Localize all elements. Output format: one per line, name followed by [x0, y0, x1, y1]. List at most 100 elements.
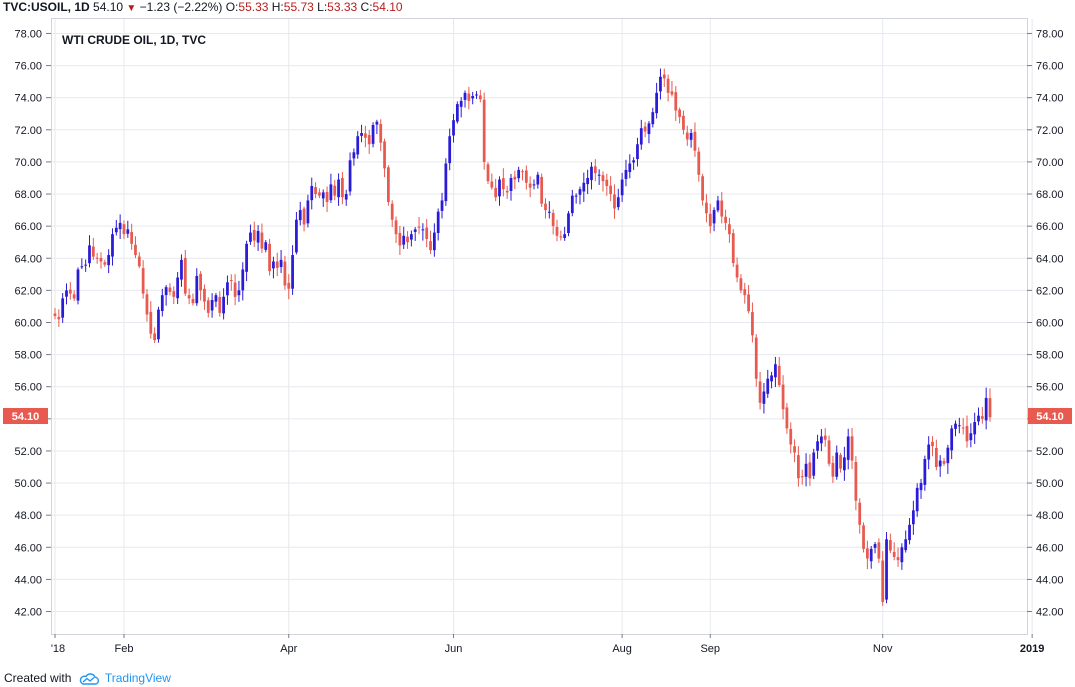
candle-body	[762, 391, 766, 404]
candle-body	[820, 436, 823, 444]
candle	[839, 452, 842, 473]
candle	[528, 176, 532, 198]
candle	[229, 274, 233, 291]
candle	[287, 274, 291, 300]
symbol-name[interactable]: TVC:USOIL, 1D	[3, 0, 90, 14]
candle-body	[647, 123, 651, 135]
candlestick-chart[interactable]: WTI CRUDE OIL, 1D, TVC 42.00 44.00 46.00 48…	[0, 0, 1075, 668]
candle	[268, 238, 271, 276]
candle	[233, 274, 237, 306]
candle-body	[325, 191, 329, 203]
right-price-badge: 54.10	[1028, 408, 1072, 424]
candle	[509, 173, 513, 201]
candle	[563, 226, 567, 241]
candle-body	[448, 136, 452, 164]
candle	[885, 532, 888, 604]
candle-body	[501, 178, 505, 190]
candle-body	[65, 290, 68, 297]
candle-body	[379, 123, 383, 143]
candle	[149, 301, 153, 339]
candle-body	[260, 232, 264, 249]
open-value: 55.33	[238, 0, 269, 14]
candle-body	[268, 243, 271, 272]
candle-body	[279, 259, 283, 268]
candle	[544, 198, 547, 219]
candle	[463, 90, 467, 108]
right-tick-label: 60.00	[1036, 317, 1064, 329]
left-price-axis[interactable]: 42.0044.0046.0048.0050.0052.0054.0056.00…	[14, 28, 51, 619]
candle-body	[682, 115, 685, 130]
candle-body	[306, 200, 310, 224]
candle-body	[777, 365, 781, 386]
candle-body	[298, 210, 302, 221]
candle-body	[191, 298, 195, 304]
candle-body	[318, 192, 321, 196]
candle-body	[938, 460, 942, 467]
candle-body	[720, 200, 724, 217]
candle	[865, 540, 869, 570]
candle	[160, 288, 164, 317]
candle	[620, 172, 624, 202]
candle	[306, 194, 310, 228]
candle-body	[823, 435, 827, 440]
candle-body	[739, 278, 743, 291]
candle-body	[881, 560, 885, 602]
candle-body	[455, 104, 459, 122]
footer-credit[interactable]: Created with TradingView	[4, 670, 171, 686]
candle-body	[233, 282, 237, 297]
candle	[632, 157, 636, 170]
candle	[279, 249, 283, 273]
candle	[122, 220, 126, 240]
candle-body	[356, 136, 360, 155]
price-change: −1.23 (−2.22%)	[139, 0, 223, 14]
candle-body	[505, 190, 509, 193]
left-tick-label: 42.00	[14, 607, 42, 619]
candle	[187, 288, 191, 305]
tradingview-cloud-icon	[79, 673, 99, 685]
candle-body	[333, 185, 337, 196]
candle-body	[134, 244, 137, 256]
candle	[900, 543, 904, 570]
candle-body	[444, 163, 448, 202]
candle	[214, 292, 218, 308]
right-tick-label: 78.00	[1036, 28, 1064, 40]
candle	[394, 216, 398, 244]
candle-body	[164, 287, 168, 296]
created-with-text: Created with	[4, 671, 72, 685]
candle-body	[494, 187, 498, 198]
candle-body	[770, 375, 773, 382]
candle	[505, 185, 509, 199]
left-tick-label: 58.00	[14, 350, 42, 362]
candle-body	[846, 436, 850, 460]
candle	[371, 122, 375, 148]
candle-body	[808, 462, 812, 479]
candle	[731, 229, 735, 268]
candle-body	[900, 547, 904, 563]
candle-body	[195, 275, 199, 304]
candle-body	[724, 216, 727, 223]
candle-body	[689, 133, 693, 140]
candle-body	[383, 141, 386, 169]
candle-body	[835, 452, 839, 477]
candle	[130, 223, 134, 250]
candle-body	[107, 255, 111, 266]
candle	[804, 453, 808, 487]
candle-body	[302, 208, 306, 225]
candle	[613, 184, 616, 219]
right-tick-label: 56.00	[1036, 382, 1064, 394]
candle-body	[620, 179, 624, 196]
candle-body	[337, 179, 340, 198]
candle-body	[478, 95, 482, 100]
candle	[950, 425, 954, 460]
candle-body	[367, 135, 371, 145]
candle-body	[126, 229, 130, 234]
time-axis[interactable]: '18 Feb Apr Jun Aug Sep Nov 2019	[51, 634, 1045, 655]
candle	[846, 428, 850, 470]
candle-body	[697, 151, 701, 175]
candle	[754, 334, 758, 387]
candle-body	[812, 452, 816, 476]
candle-body	[114, 227, 118, 233]
candle-body	[149, 311, 153, 334]
candle	[647, 120, 651, 144]
candle	[402, 226, 406, 250]
